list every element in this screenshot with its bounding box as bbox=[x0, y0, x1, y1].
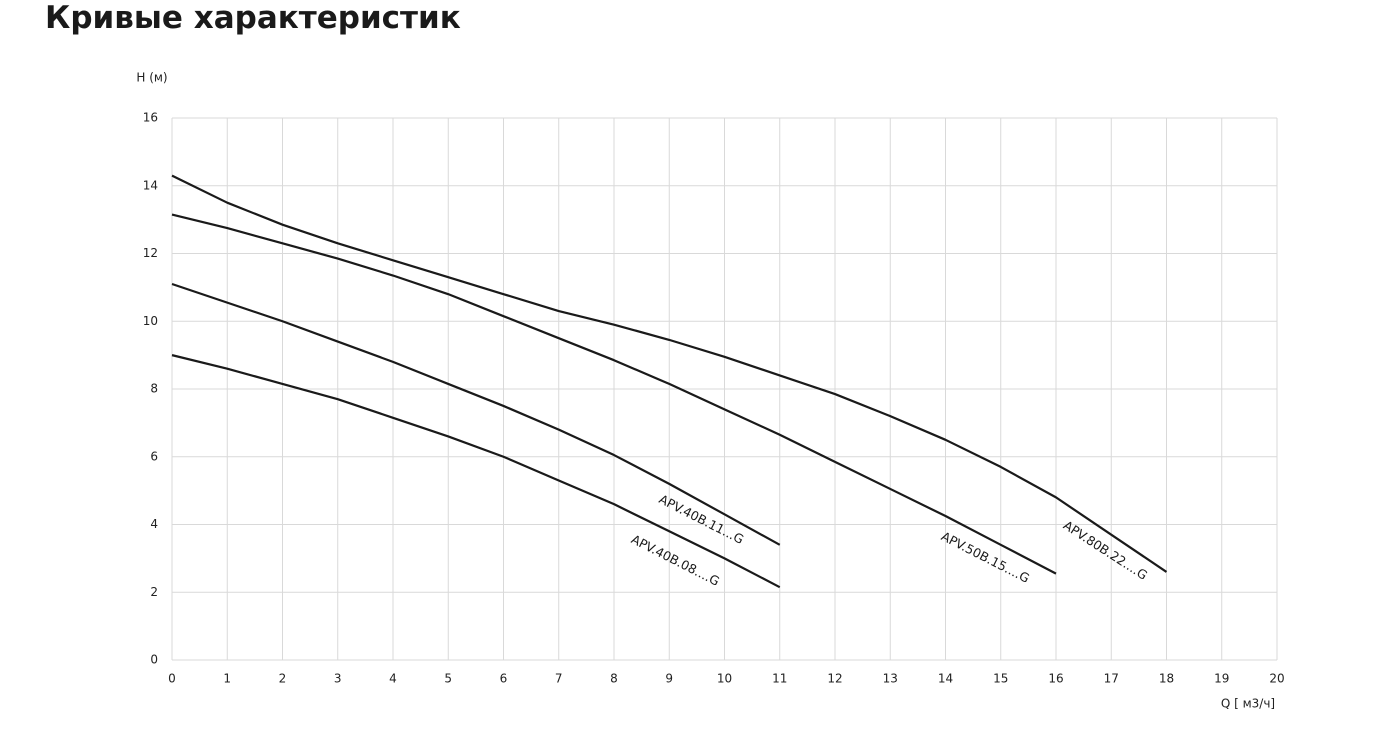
x-tick-label: 3 bbox=[334, 672, 342, 686]
x-axis-label: Q [ м3/ч] bbox=[1221, 697, 1275, 711]
x-tick-label: 19 bbox=[1214, 672, 1229, 686]
x-tick-label: 20 bbox=[1269, 672, 1284, 686]
x-tick-label: 0 bbox=[168, 672, 176, 686]
x-tick-label: 13 bbox=[883, 672, 898, 686]
x-tick-label: 12 bbox=[827, 672, 842, 686]
y-tick-label: 2 bbox=[150, 585, 158, 599]
y-axis-label: H (м) bbox=[136, 71, 167, 85]
x-tick-label: 10 bbox=[717, 672, 732, 686]
x-tick-label: 18 bbox=[1159, 672, 1174, 686]
y-tick-label: 14 bbox=[143, 178, 158, 192]
x-tick-label: 9 bbox=[665, 672, 673, 686]
x-tick-label: 7 bbox=[555, 672, 563, 686]
curve bbox=[171, 282, 781, 546]
x-tick-label: 17 bbox=[1104, 672, 1119, 686]
x-tick-label: 8 bbox=[610, 672, 618, 686]
y-tick-label: 8 bbox=[150, 382, 158, 396]
x-tick-label: 16 bbox=[1048, 672, 1063, 686]
curve bbox=[171, 213, 1057, 575]
x-tick-label: 6 bbox=[500, 672, 508, 686]
y-tick-label: 12 bbox=[143, 246, 158, 260]
y-tick-label: 0 bbox=[150, 653, 158, 667]
y-tick-label: 4 bbox=[150, 517, 158, 531]
series-label: APV.40B.08....G bbox=[629, 531, 722, 588]
x-tick-label: 15 bbox=[993, 672, 1008, 686]
chart-title: Кривые характеристик bbox=[45, 0, 461, 36]
x-tick-label: 1 bbox=[223, 672, 231, 686]
y-tick-label: 10 bbox=[143, 314, 158, 328]
y-tick-label: 6 bbox=[150, 449, 158, 463]
series-label: APV.80B.22....G bbox=[1061, 517, 1150, 582]
curve bbox=[171, 354, 781, 589]
x-tick-label: 2 bbox=[279, 672, 287, 686]
x-tick-label: 11 bbox=[772, 672, 787, 686]
x-tick-label: 5 bbox=[444, 672, 452, 686]
x-tick-label: 4 bbox=[389, 672, 397, 686]
curve bbox=[171, 174, 1168, 573]
x-tick-label: 14 bbox=[938, 672, 953, 686]
y-tick-label: 16 bbox=[143, 111, 158, 125]
